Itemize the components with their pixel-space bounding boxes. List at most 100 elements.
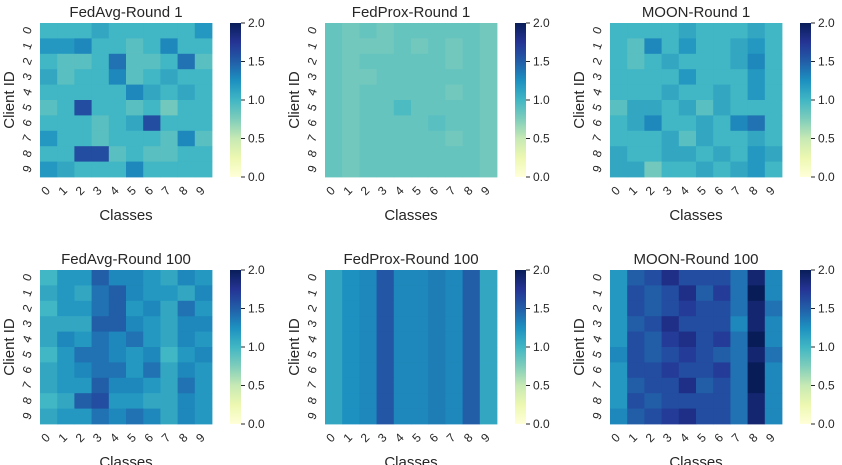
heatmap-cell: [610, 161, 628, 178]
heatmap-cell: [194, 316, 213, 332]
heatmap-cell: [342, 146, 360, 162]
y-tick-label: 5: [305, 102, 321, 113]
heatmap-cell: [411, 100, 429, 116]
heatmap-cell: [479, 115, 498, 132]
colorbar-tick-label: 0.0: [533, 170, 550, 184]
heatmap-cell: [359, 408, 377, 425]
y-tick-label: 2: [590, 302, 606, 313]
heatmap-cell: [393, 100, 412, 116]
heatmap-cell: [747, 331, 766, 348]
heatmap-cell: [40, 146, 58, 162]
heatmap-cell: [661, 300, 680, 317]
heatmap-cell: [696, 362, 714, 379]
heatmap-cell: [376, 347, 395, 363]
heatmap-cell: [177, 38, 196, 55]
heatmap-cell: [342, 362, 360, 379]
heatmap-cell: [40, 130, 58, 147]
heatmap-cell: [644, 331, 662, 348]
heatmap-cell: [678, 53, 697, 70]
x-tick-label: 0: [38, 183, 53, 198]
x-tick-label: 9: [478, 183, 493, 198]
y-tick-label: 1: [20, 287, 36, 298]
heatmap-cell: [342, 270, 360, 286]
heatmap-cell: [126, 377, 144, 394]
heatmap-cell: [108, 53, 127, 70]
heatmap-cell: [74, 331, 92, 348]
heatmap-cell: [143, 53, 161, 70]
x-tick-label: 8: [746, 183, 761, 198]
colorbar-tick-label: 0.0: [533, 417, 550, 431]
heatmap-cell: [764, 347, 783, 363]
heatmap-cell: [177, 362, 196, 379]
y-tick-label: 1: [305, 40, 321, 51]
heatmap-cell: [393, 377, 412, 394]
heatmap-cell: [661, 23, 680, 39]
heatmap-cell: [359, 130, 377, 147]
heatmap-cell: [411, 408, 429, 425]
y-axis-label: Client ID: [1, 71, 18, 129]
heatmap-cell: [764, 38, 783, 55]
x-tick-label: 1: [56, 183, 71, 198]
x-tick-label: 9: [478, 430, 493, 445]
heatmap-cell: [376, 23, 395, 39]
heatmap-cell: [696, 23, 714, 39]
heatmap-cell: [325, 300, 343, 317]
heatmap-cell: [730, 161, 748, 178]
heatmap-cell: [376, 331, 395, 348]
heatmap-cell: [730, 300, 748, 317]
heatmap-cell: [40, 100, 58, 116]
x-tick-label: 2: [358, 183, 373, 198]
heatmap-cell: [610, 115, 628, 132]
heatmap-cell: [40, 270, 58, 286]
heatmap-cell: [713, 53, 731, 70]
colorbar-tick-label: 0.5: [818, 132, 835, 146]
heatmap-cell: [661, 69, 680, 85]
heatmap-cell: [342, 38, 360, 55]
heatmap-cell: [126, 347, 144, 363]
y-tick-label: 6: [590, 117, 606, 128]
heatmap-cell: [359, 270, 377, 286]
heatmap-cell: [627, 408, 645, 425]
heatmap-cell: [177, 285, 196, 302]
heatmap-cell: [57, 331, 75, 348]
heatmap-cell: [428, 347, 446, 363]
heatmap-cell: [74, 38, 92, 55]
heatmap-cell: [376, 53, 395, 70]
heatmap-cell: [74, 115, 92, 132]
x-tick-label: 4: [392, 430, 407, 445]
heatmap-cell: [194, 300, 213, 317]
heatmap-cell: [747, 161, 766, 178]
colorbar-tick-label: 2.0: [533, 16, 550, 30]
heatmap-cell: [143, 408, 161, 425]
heatmap-cell: [644, 408, 662, 425]
heatmap-cell: [627, 84, 645, 101]
heatmap-cell: [91, 362, 110, 379]
heatmap-cell: [610, 130, 628, 147]
y-axis-label: Client ID: [571, 71, 588, 129]
heatmap-cell: [342, 115, 360, 132]
heatmap-cell: [393, 331, 412, 348]
heatmap-cell: [462, 161, 481, 178]
heatmap-cell: [730, 84, 748, 101]
y-tick-label: 6: [305, 117, 321, 128]
heatmap-cell: [696, 331, 714, 348]
heatmap-cell: [160, 408, 178, 425]
heatmap-cell: [376, 300, 395, 317]
heatmap-cell: [177, 100, 196, 116]
heatmap-cell: [747, 377, 766, 394]
y-tick-label: 3: [20, 318, 36, 329]
heatmap-cell: [696, 408, 714, 425]
heatmap-cell: [747, 270, 766, 286]
heatmap-cell: [644, 300, 662, 317]
heatmap-cell: [359, 38, 377, 55]
x-tick-label: 7: [159, 430, 174, 445]
heatmap-cell: [696, 316, 714, 332]
heatmap-cell: [342, 84, 360, 101]
x-tick-label: 7: [729, 430, 744, 445]
colorbar-tick-label: 1.5: [248, 302, 265, 316]
heatmap-cell: [730, 377, 748, 394]
heatmap-cell: [325, 408, 343, 425]
heatmap-cell: [610, 331, 628, 348]
y-tick-label: 5: [590, 102, 606, 113]
heatmap-cell: [678, 100, 697, 116]
